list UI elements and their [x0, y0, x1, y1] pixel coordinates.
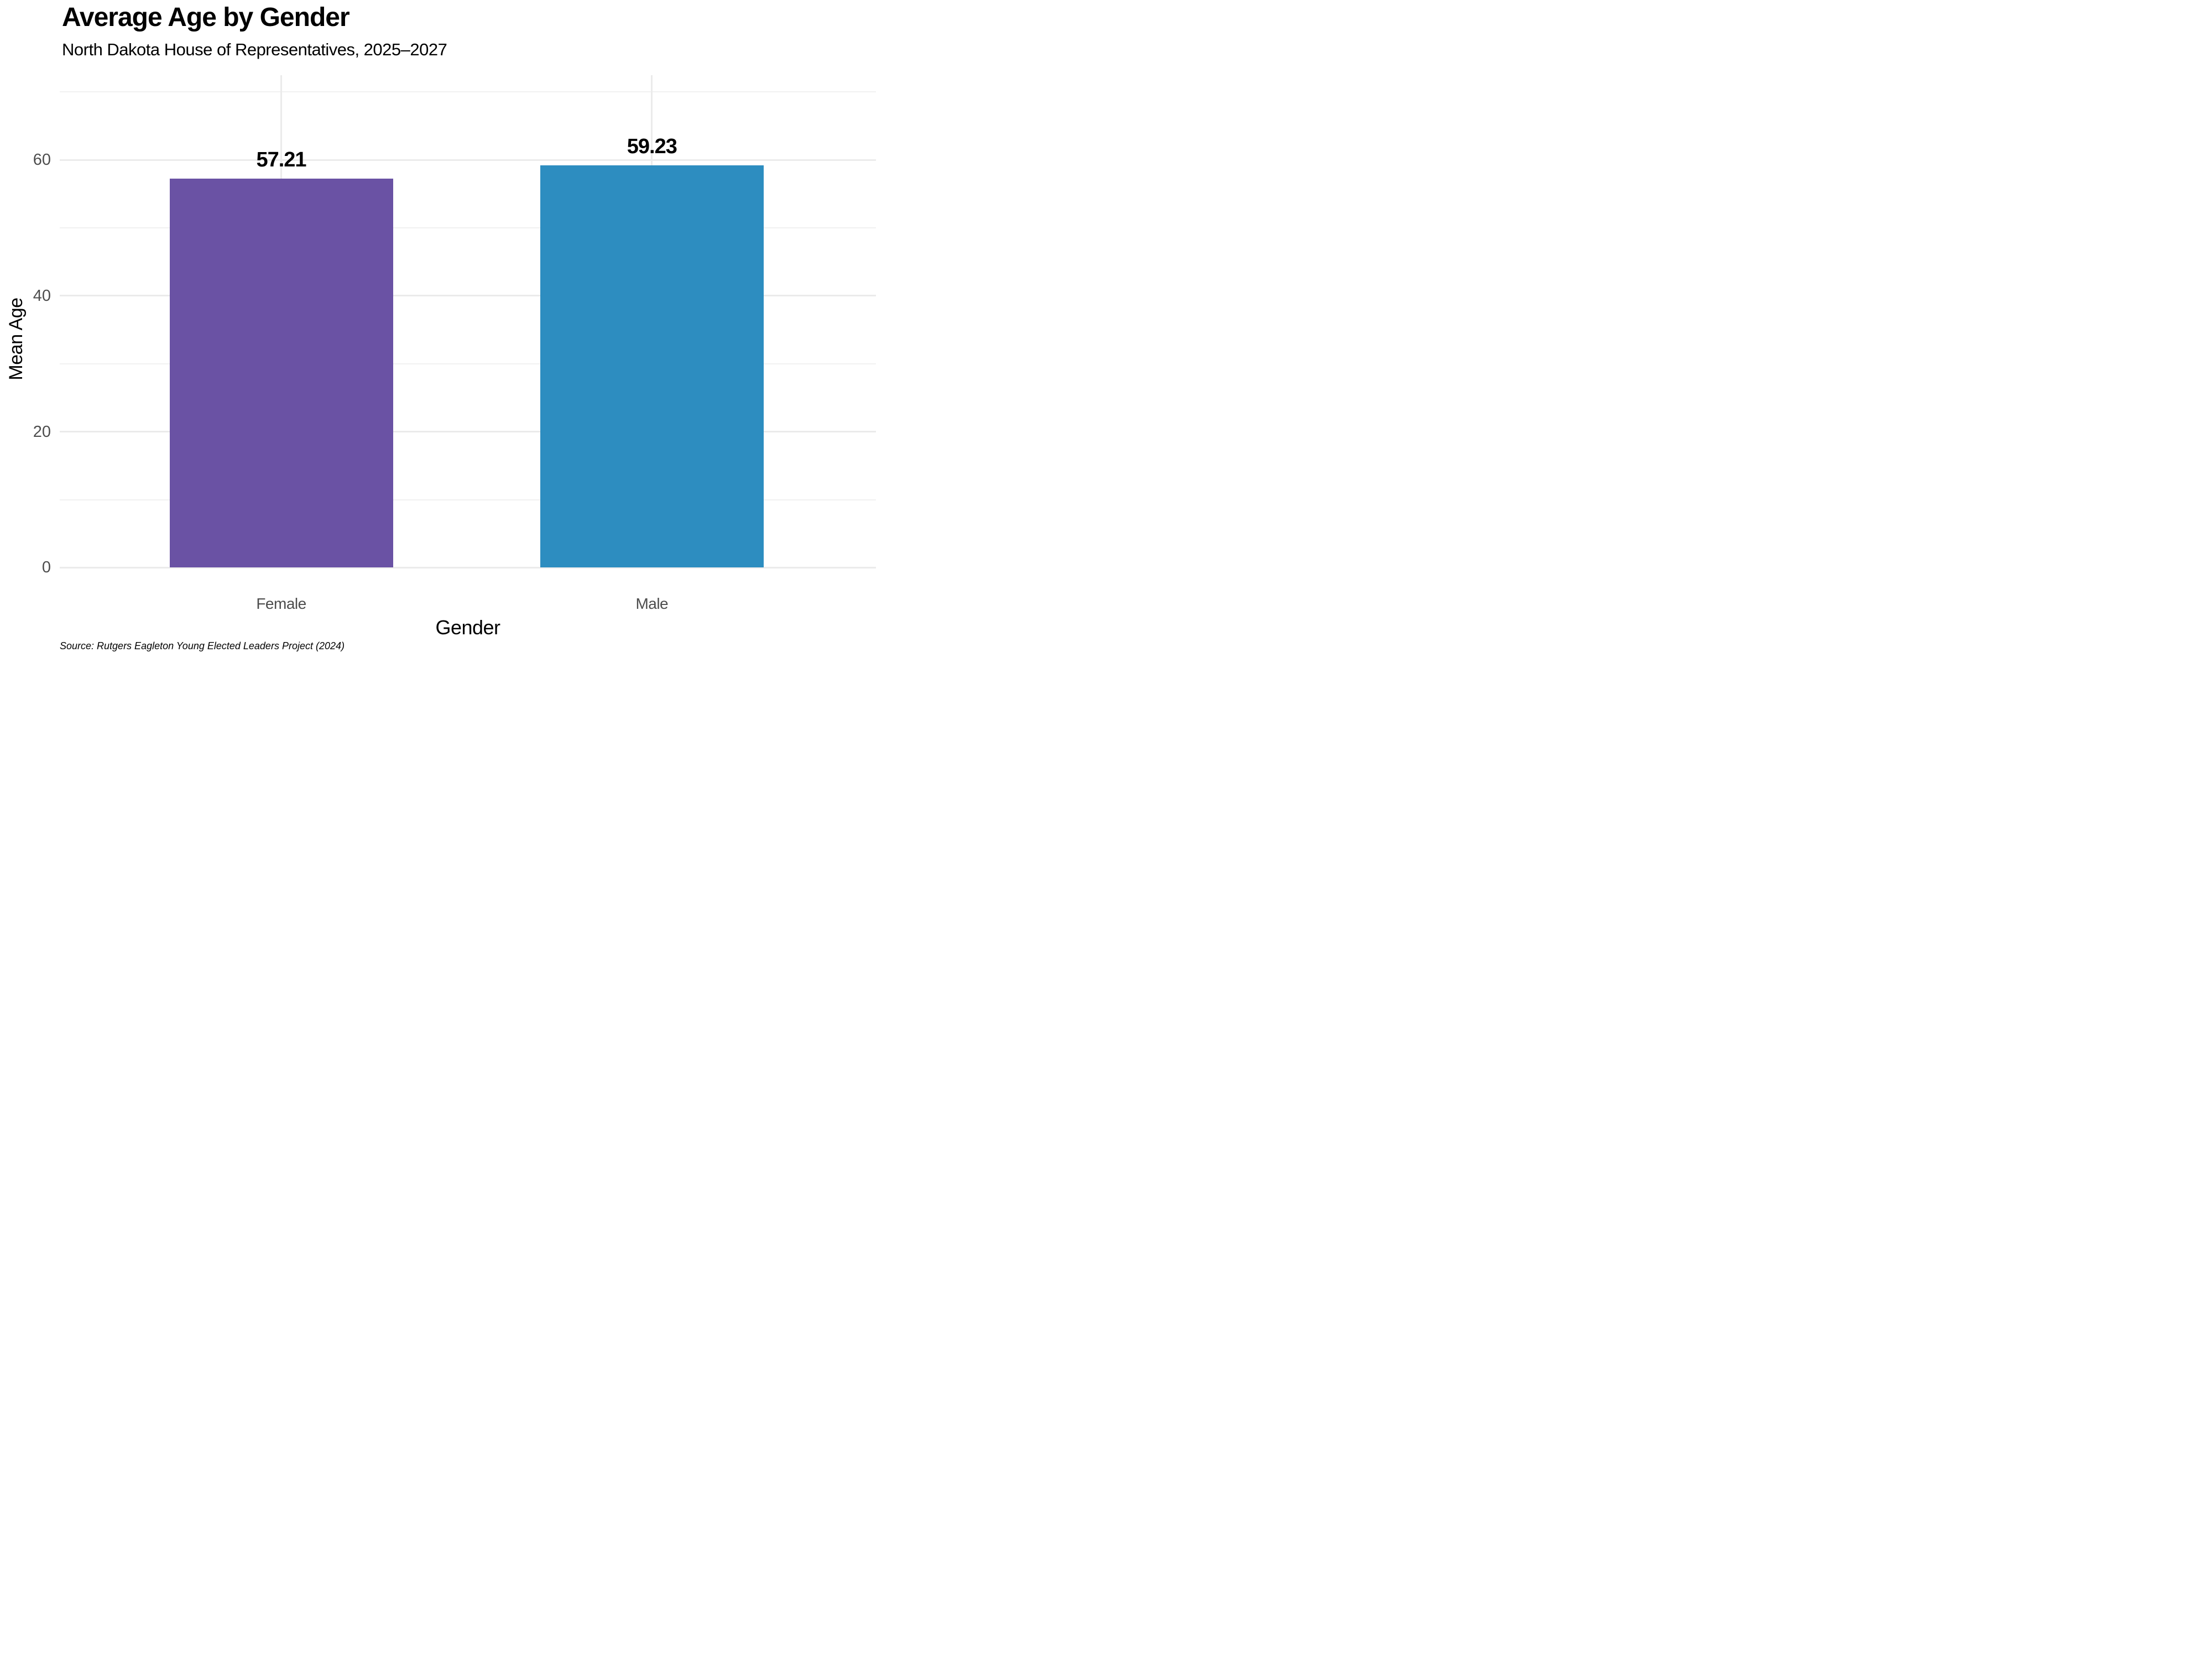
minor-gridline-y50 [60, 227, 876, 229]
y-axis-title: Mean Age [6, 298, 27, 380]
major-gridline-y20 [60, 431, 876, 433]
chart-title: Average Age by Gender [62, 3, 350, 32]
source-note: Source: Rutgers Eagleton Young Elected L… [60, 640, 345, 651]
bar-chart: Average Age by Gender North Dakota House… [0, 0, 885, 664]
y-tick-20: 20 [33, 422, 51, 441]
bar-female [169, 179, 393, 568]
minor-gridline-y30 [60, 363, 876, 364]
plot-panel: 57.21 59.23 [60, 75, 876, 568]
bar-value-label-female: 57.21 [256, 148, 306, 172]
y-tick-60: 60 [33, 151, 51, 169]
x-axis-title: Gender [435, 616, 500, 639]
major-gridline-y0 [60, 566, 876, 568]
major-gridline-y40 [60, 295, 876, 297]
minor-gridline-y10 [60, 499, 876, 500]
bar-value-label-male: 59.23 [627, 134, 677, 158]
minor-gridline-y70 [60, 91, 876, 93]
y-tick-40: 40 [33, 286, 51, 305]
y-tick-0: 0 [41, 559, 51, 577]
x-tick-female: Female [256, 595, 306, 612]
x-tick-male: Male [635, 595, 669, 612]
chart-subtitle: North Dakota House of Representatives, 2… [62, 40, 447, 59]
bar-male [540, 165, 764, 568]
major-gridline-y60 [60, 159, 876, 161]
